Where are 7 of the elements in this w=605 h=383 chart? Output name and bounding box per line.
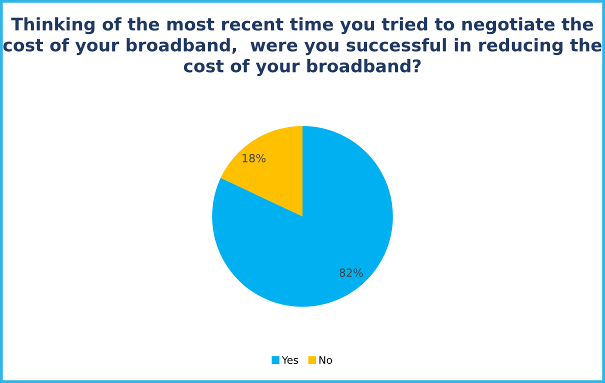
- pie-slice: [212, 126, 393, 307]
- pie-slice: [220, 126, 302, 216]
- chart-title: Thinking of the most recent time you tried to negotiate the cost of your broadband, were you successful in reducing the cost of your broadband?: [3, 17, 602, 76]
- data-label: 82%: [340, 268, 363, 277]
- legend-label: No: [319, 356, 332, 364]
- data-label: 18%: [242, 154, 266, 162]
- legend-label: Yes: [282, 356, 298, 364]
